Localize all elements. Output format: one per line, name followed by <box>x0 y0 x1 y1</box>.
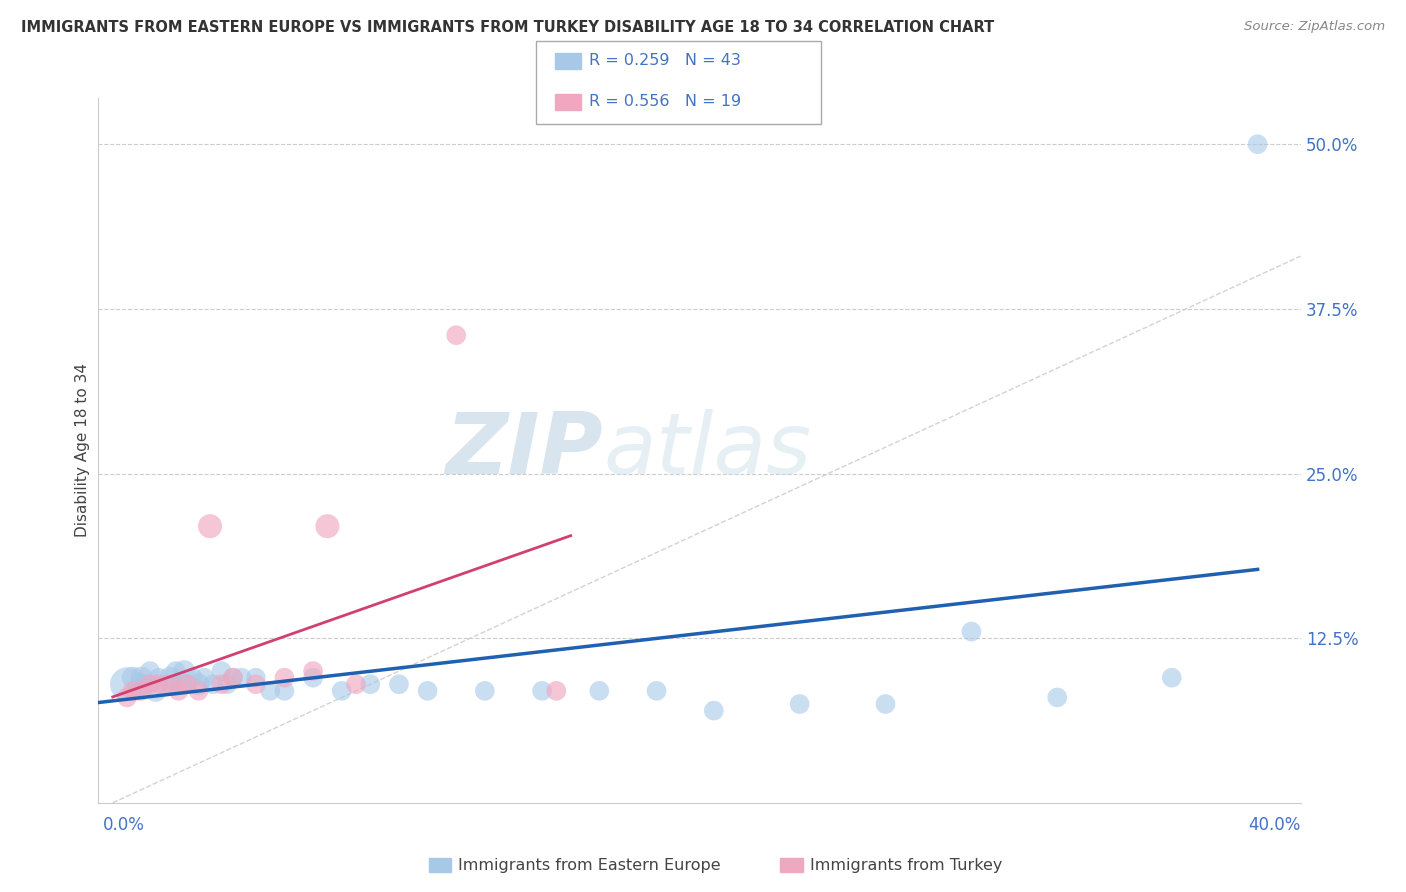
Point <box>187 683 209 698</box>
Point <box>139 677 162 691</box>
Text: 0.0%: 0.0% <box>103 816 145 834</box>
Point <box>198 519 221 533</box>
Point <box>231 671 253 685</box>
Point <box>875 697 897 711</box>
Point <box>359 677 381 691</box>
Point <box>259 683 281 698</box>
Point <box>153 677 176 691</box>
Point <box>302 664 325 678</box>
Point <box>211 664 233 678</box>
Point <box>131 677 153 691</box>
Point <box>302 671 325 685</box>
Point <box>131 671 153 685</box>
Point <box>531 683 554 698</box>
Point <box>273 671 295 685</box>
Point <box>960 624 983 639</box>
Point <box>124 683 146 698</box>
Point <box>222 671 245 685</box>
Text: R = 0.556   N = 19: R = 0.556 N = 19 <box>589 95 741 109</box>
Point <box>416 683 439 698</box>
Text: atlas: atlas <box>603 409 811 492</box>
Point <box>187 677 209 691</box>
Point <box>588 683 610 698</box>
Point <box>136 677 159 691</box>
Point <box>148 677 170 691</box>
Text: Immigrants from Turkey: Immigrants from Turkey <box>810 858 1002 872</box>
Text: 40.0%: 40.0% <box>1249 816 1301 834</box>
Point <box>474 683 496 698</box>
Point <box>388 677 411 691</box>
Point <box>165 664 187 678</box>
Point <box>181 671 204 685</box>
Y-axis label: Disability Age 18 to 34: Disability Age 18 to 34 <box>75 363 90 538</box>
Point <box>159 671 181 685</box>
Point <box>273 683 295 698</box>
Point <box>148 671 170 685</box>
Point <box>121 671 143 685</box>
Point <box>173 664 195 678</box>
Point <box>330 683 353 698</box>
Point <box>115 677 138 691</box>
Point <box>1246 137 1268 152</box>
Point <box>546 683 568 698</box>
Point <box>316 519 339 533</box>
Point <box>167 683 190 698</box>
Point <box>217 677 239 691</box>
Text: Immigrants from Eastern Europe: Immigrants from Eastern Europe <box>458 858 721 872</box>
Point <box>139 664 162 678</box>
Point <box>201 677 224 691</box>
Point <box>645 683 668 698</box>
Point <box>444 328 467 343</box>
Point <box>121 683 143 698</box>
Text: ZIP: ZIP <box>446 409 603 492</box>
Point <box>176 677 198 691</box>
Point <box>344 677 367 691</box>
Text: IMMIGRANTS FROM EASTERN EUROPE VS IMMIGRANTS FROM TURKEY DISABILITY AGE 18 TO 34: IMMIGRANTS FROM EASTERN EUROPE VS IMMIGR… <box>21 20 994 35</box>
Point <box>145 683 167 698</box>
Point <box>170 677 193 691</box>
Point <box>159 677 181 691</box>
Point <box>245 671 267 685</box>
Point <box>1046 690 1069 705</box>
Point <box>176 677 198 691</box>
Point <box>703 704 725 718</box>
Point <box>1160 671 1182 685</box>
Point <box>789 697 811 711</box>
Point <box>162 677 184 691</box>
Text: R = 0.259   N = 43: R = 0.259 N = 43 <box>589 54 741 68</box>
Point <box>131 683 153 698</box>
Point <box>211 677 233 691</box>
Point <box>245 677 267 691</box>
Text: Source: ZipAtlas.com: Source: ZipAtlas.com <box>1244 20 1385 33</box>
Point <box>222 671 245 685</box>
Point <box>115 690 138 705</box>
Point <box>193 671 215 685</box>
